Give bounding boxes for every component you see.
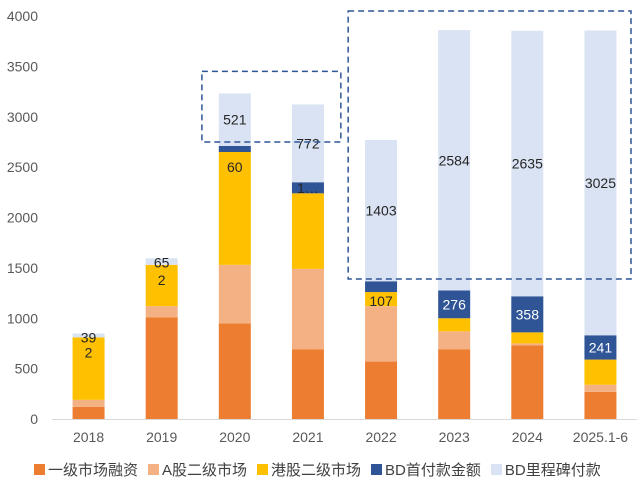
bar-segment — [584, 391, 617, 419]
x-tick-label: 2019 — [146, 429, 177, 445]
x-axis: 2018 2019 2020 2021 2022 2023 2024 2025.1-6 — [52, 419, 637, 445]
highlight-boxes — [201, 10, 632, 280]
bar-segment — [72, 333, 105, 338]
y-tick-label: 1000 — [7, 310, 38, 326]
y-tick-label: 2500 — [7, 159, 38, 175]
bars — [72, 30, 617, 419]
y-tick-label: 3500 — [7, 58, 38, 74]
bar-segment — [72, 406, 105, 419]
data-label: 107 — [369, 293, 393, 309]
bar-segment — [365, 281, 398, 293]
bar-segment — [365, 361, 398, 419]
legend-swatch — [371, 464, 383, 475]
data-label: 276 — [443, 296, 467, 312]
bar-segment — [365, 139, 398, 282]
data-label: 65 — [154, 254, 170, 270]
data-label: 358 — [516, 306, 540, 322]
bar-segment — [218, 145, 251, 153]
legend-label: 一级市场融资 — [48, 462, 139, 479]
x-tick-label: 2018 — [73, 429, 104, 445]
x-tick-label: 2024 — [512, 429, 543, 445]
bar-segment — [218, 264, 251, 324]
legend-label: 港股二级市场 — [271, 462, 362, 479]
bar-segment — [511, 296, 544, 333]
data-label: 2 — [158, 272, 166, 288]
x-tick-label: 2023 — [439, 429, 470, 445]
legend-label: A股二级市场 — [162, 462, 248, 479]
y-tick-label: 1500 — [7, 260, 38, 276]
data-label: 2 — [85, 344, 93, 360]
legend-label: BD里程碑付款 — [504, 462, 601, 479]
bar-segment — [584, 335, 617, 360]
y-tick-label: 500 — [15, 361, 39, 377]
bar-segment — [291, 349, 324, 419]
bar-segment — [584, 30, 617, 336]
highlight-box — [201, 70, 342, 143]
bar-segment — [145, 258, 178, 265]
bar-segment — [438, 318, 471, 332]
bar-segment — [291, 104, 324, 183]
bar-segment — [218, 323, 251, 419]
data-label: 2584 — [439, 152, 470, 168]
bar-segment — [291, 268, 324, 350]
legend-swatch — [34, 464, 45, 475]
bar-segment — [438, 30, 471, 291]
data-label: 521 — [223, 112, 247, 128]
bar-segment — [511, 332, 544, 344]
bar-segment — [365, 306, 398, 362]
bar-segment — [365, 292, 398, 307]
y-axis: 0 500 1000 1500 2000 2500 3000 3500 4000 — [7, 8, 38, 427]
bar-segment — [438, 290, 471, 319]
x-tick-label: 2025.1-6 — [573, 429, 628, 445]
x-tick-label: 2021 — [292, 429, 323, 445]
bar-segment — [438, 349, 471, 419]
y-tick-label: 4000 — [7, 8, 38, 24]
legend-item: BD里程碑付款 — [490, 459, 601, 480]
x-tick-label: 2020 — [219, 429, 250, 445]
bar-segment — [218, 152, 251, 265]
x-tick-label: 2022 — [365, 429, 396, 445]
bar-segment — [584, 359, 617, 385]
bar-segment — [511, 345, 544, 419]
data-label: 39 — [81, 329, 97, 345]
data-label: 1… — [297, 180, 319, 196]
y-tick-label: 0 — [30, 411, 38, 427]
bar-segment — [438, 331, 471, 350]
bar-segment — [291, 193, 324, 269]
legend-swatch — [490, 464, 502, 475]
bar-segment — [145, 264, 178, 307]
data-label: 772 — [296, 135, 320, 151]
bar-segment — [511, 343, 544, 346]
legend-swatch — [148, 464, 160, 475]
data-label: 60 — [227, 159, 243, 175]
legend-item: 港股二级市场 — [257, 459, 361, 480]
y-tick-label: 2000 — [7, 210, 38, 226]
bar-segment — [145, 306, 178, 318]
legend: 一级市场融资 A股二级市场 港股二级市场 BD首付款金额 BD里程碑付款 — [34, 459, 601, 480]
data-labels: 392652605211…772107140327625843582635241… — [81, 112, 616, 361]
bar-segment — [72, 399, 105, 407]
legend-swatch — [257, 464, 269, 475]
bar-segment — [72, 337, 105, 400]
data-label: 241 — [589, 339, 613, 355]
highlight-box — [347, 10, 632, 280]
data-label: 3025 — [585, 175, 616, 191]
legend-item: A股二级市场 — [148, 459, 247, 480]
bar-segment — [218, 93, 251, 146]
y-tick-label: 3000 — [7, 109, 38, 125]
bar-segment — [145, 317, 178, 419]
legend-item: 一级市场融资 — [34, 459, 138, 480]
bar-segment — [511, 30, 544, 297]
data-label: 1403 — [365, 203, 396, 219]
data-label: 2635 — [512, 156, 543, 172]
bar-segment — [291, 182, 324, 194]
bar-segment — [584, 384, 617, 392]
legend-label: BD首付款金额 — [385, 462, 481, 479]
legend-item: BD首付款金额 — [371, 459, 481, 480]
